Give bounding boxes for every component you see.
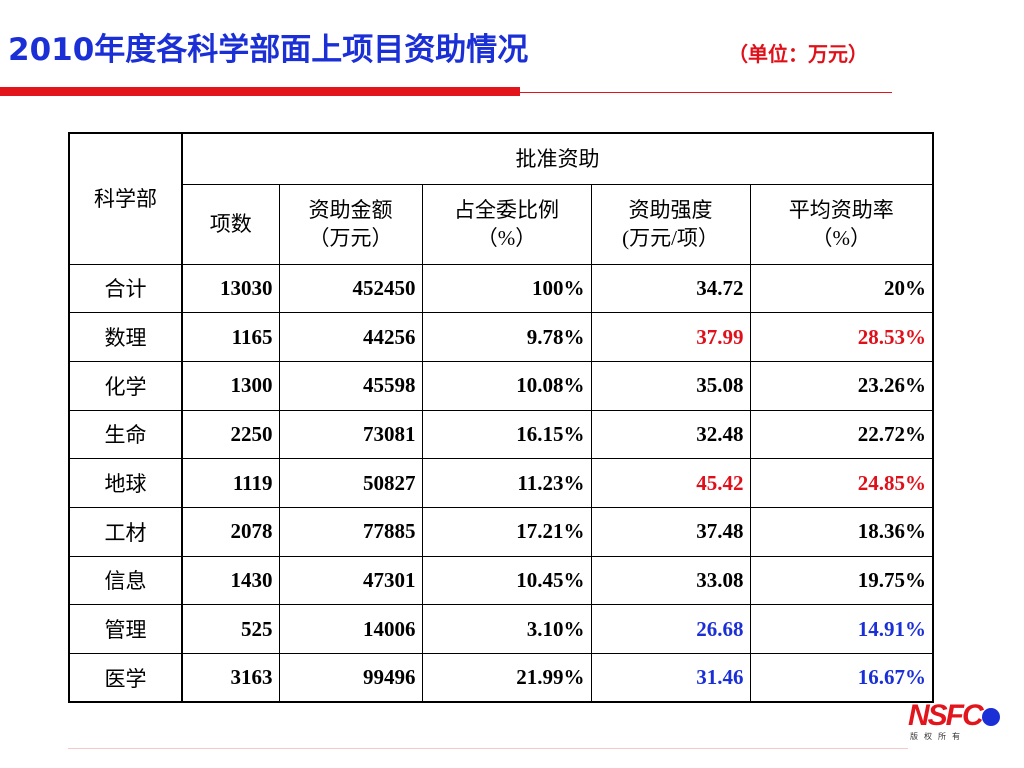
funding-amount: 47301 xyxy=(278,555,423,606)
funding-intensity: 32.48 xyxy=(590,409,751,460)
table-row: 化学 1300 45598 10.08% 35.08 23.26% xyxy=(68,360,934,411)
group-header: 批准资助 xyxy=(181,132,934,185)
column-header-line: 资助金额 xyxy=(308,198,393,222)
funding-share: 17.21% xyxy=(421,506,592,557)
project-count: 1165 xyxy=(181,312,280,362)
column-header-amount: 资助金额 （万元） xyxy=(278,183,423,265)
funding-amount: 77885 xyxy=(278,506,423,557)
column-header-line: 项数 xyxy=(209,212,252,236)
department-name: 管理 xyxy=(68,604,183,654)
funding-share: 9.78% xyxy=(421,312,592,362)
average-funding-rate: 18.36% xyxy=(749,506,934,557)
column-header-line: （万元） xyxy=(308,226,393,250)
average-funding-rate: 20% xyxy=(749,263,934,314)
funding-intensity: 31.46 xyxy=(590,653,751,703)
funding-share: 11.23% xyxy=(421,458,592,508)
average-funding-rate: 16.67% xyxy=(749,653,934,703)
average-funding-rate: 22.72% xyxy=(749,409,934,460)
table-row: 合计 13030 452450 100% 34.72 20% xyxy=(68,263,934,314)
column-header-share: 占全委比例 （%） xyxy=(421,183,592,265)
table-row: 工材 2078 77885 17.21% 37.48 18.36% xyxy=(68,506,934,557)
department-name: 工材 xyxy=(68,506,183,557)
project-count: 2250 xyxy=(181,409,280,460)
average-funding-rate: 19.75% xyxy=(749,555,934,606)
column-header-line: （%） xyxy=(476,226,537,250)
department-name: 医学 xyxy=(68,653,183,703)
funding-intensity: 37.48 xyxy=(590,506,751,557)
header-row-columns: 项数 资助金额 （万元） 占全委比例 （%） 资助强度 (万元/项） 平均资助率… xyxy=(69,183,934,265)
table-row: 生命 2250 73081 16.15% 32.48 22.72% xyxy=(68,409,934,460)
header-row-group: 科学部 批准资助 xyxy=(68,132,934,265)
funding-intensity: 26.68 xyxy=(590,604,751,654)
project-count: 13030 xyxy=(181,263,280,314)
title-underline-thin xyxy=(520,92,892,93)
funding-share: 16.15% xyxy=(421,409,592,460)
table-row: 管理 525 14006 3.10% 26.68 14.91% xyxy=(68,604,934,654)
footer-divider xyxy=(68,748,908,749)
column-header-line: 资助强度 xyxy=(628,198,713,222)
department-name: 数理 xyxy=(68,312,183,362)
column-header-line: 占全委比例 xyxy=(454,198,559,222)
column-header-line: （%） xyxy=(811,226,872,250)
table-row: 医学 3163 99496 21.99% 31.46 16.67% xyxy=(68,653,934,703)
department-name: 信息 xyxy=(68,555,183,606)
average-funding-rate: 23.26% xyxy=(749,360,934,411)
average-funding-rate: 28.53% xyxy=(749,312,934,362)
department-name: 化学 xyxy=(68,360,183,411)
funding-amount: 73081 xyxy=(278,409,423,460)
table-row: 信息 1430 47301 10.45% 33.08 19.75% xyxy=(68,555,934,606)
project-count: 525 xyxy=(181,604,280,654)
funding-amount: 14006 xyxy=(278,604,423,654)
logo-copyright: 版权所有 xyxy=(910,732,966,741)
table-row: 地球 1119 50827 11.23% 45.42 24.85% xyxy=(68,458,934,508)
funding-share: 3.10% xyxy=(421,604,592,654)
project-count: 1300 xyxy=(181,360,280,411)
funding-intensity: 34.72 xyxy=(590,263,751,314)
funding-intensity: 35.08 xyxy=(590,360,751,411)
funding-amount: 99496 xyxy=(278,653,423,703)
project-count: 1430 xyxy=(181,555,280,606)
department-name: 地球 xyxy=(68,458,183,508)
funding-amount: 45598 xyxy=(278,360,423,411)
table-row: 数理 1165 44256 9.78% 37.99 28.53% xyxy=(68,312,934,362)
funding-intensity: 33.08 xyxy=(590,555,751,606)
funding-table: 科学部 批准资助 项数 资助金额 （万元） 占全委比例 （%） 资助强度 (万元… xyxy=(68,132,935,704)
project-count: 2078 xyxy=(181,506,280,557)
corner-header: 科学部 xyxy=(68,132,183,265)
column-header-intensity: 资助强度 (万元/项） xyxy=(590,183,751,265)
project-count: 1119 xyxy=(181,458,280,508)
funding-amount: 50827 xyxy=(278,458,423,508)
column-header-count: 项数 xyxy=(181,183,280,265)
project-count: 3163 xyxy=(181,653,280,703)
funding-intensity: 45.42 xyxy=(590,458,751,508)
department-name: 生命 xyxy=(68,409,183,460)
table-body: 合计 13030 452450 100% 34.72 20% 数理 1165 4… xyxy=(68,263,934,703)
unit-label: （单位：万元） xyxy=(728,42,868,66)
nsfc-logo: NSFC 版权所有 xyxy=(908,700,1002,744)
column-header-line: 平均资助率 xyxy=(788,198,894,222)
logo-wordmark: NSFC xyxy=(908,699,984,732)
average-funding-rate: 14.91% xyxy=(749,604,934,654)
title-underline-thick xyxy=(0,87,520,96)
funding-share: 21.99% xyxy=(421,653,592,703)
funding-intensity: 37.99 xyxy=(590,312,751,362)
funding-amount: 452450 xyxy=(278,263,423,314)
column-header-line: (万元/项） xyxy=(622,226,719,250)
funding-share: 100% xyxy=(421,263,592,314)
funding-amount: 44256 xyxy=(278,312,423,362)
funding-share: 10.45% xyxy=(421,555,592,606)
funding-share: 10.08% xyxy=(421,360,592,411)
department-name: 合计 xyxy=(68,263,183,314)
column-header-rate: 平均资助率 （%） xyxy=(749,183,934,265)
logo-dot-icon xyxy=(982,708,1000,726)
average-funding-rate: 24.85% xyxy=(749,458,934,508)
page-title: 2010年度各科学部面上项目资助情况 xyxy=(8,32,529,68)
